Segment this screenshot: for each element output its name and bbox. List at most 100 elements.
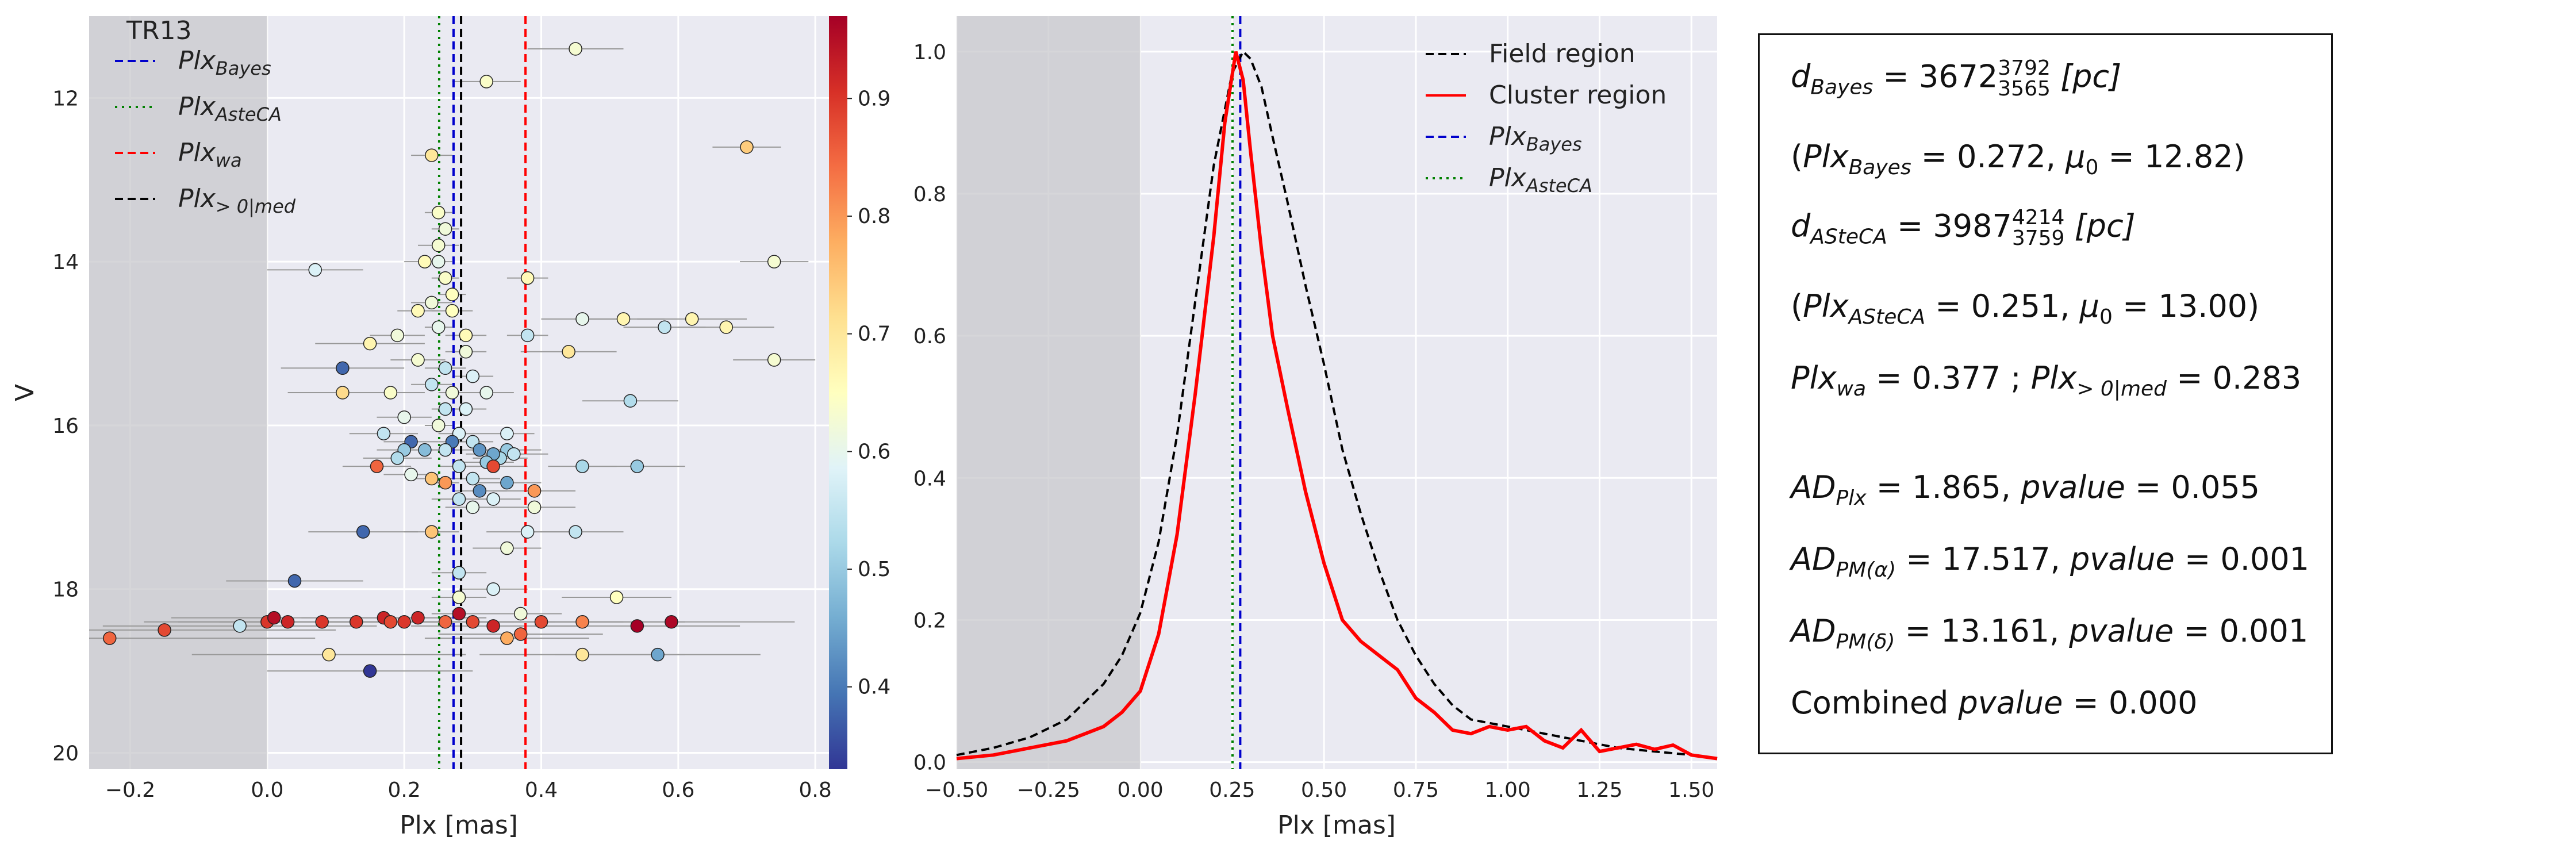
- cmd-y-tick-4: 20: [52, 742, 79, 766]
- cmd-point-45: [500, 427, 514, 440]
- cmd-legend-label-0: PlxBayes: [178, 46, 271, 79]
- cmd-point-30: [411, 353, 425, 367]
- density-y-tick-1: 0.2: [913, 609, 946, 632]
- cmd-point-31: [438, 361, 452, 375]
- cmd-point-69: [500, 475, 514, 490]
- cmd-point-17: [390, 328, 404, 343]
- cmd-point-1: [479, 75, 493, 89]
- cmd-point-41: [459, 402, 473, 416]
- cmd-point-70: [473, 484, 486, 498]
- cmd-point-42: [397, 410, 411, 424]
- density-x-tick-3: 0.25: [1209, 778, 1255, 802]
- cmd-point-102: [486, 619, 500, 633]
- colorbar: [829, 16, 847, 769]
- density-panel: −0.50 −0.25 0.00 0.25 0.50 0.75 1.00 1.25 1.50 0…: [913, 16, 1718, 840]
- statistics-box: dBayes = 3672 3792 3565 [pc] (PlxBayes = 0…: [1758, 33, 2333, 754]
- cmd-point-82: [287, 574, 302, 588]
- cmd-legend: PlxBayes PlxAsteCA Plxwa Plx> 0|med: [115, 46, 296, 217]
- cmd-point-73: [486, 492, 500, 506]
- cmd-point-22: [616, 312, 631, 326]
- cmd-point-81: [452, 566, 466, 580]
- cmd-legend-label-1: PlxAsteCA: [178, 92, 282, 125]
- cmd-panel: −0.2 0.0 0.2 0.4 0.6 0.8 12 14 16 18 20 TR13 PlxB…: [10, 16, 890, 840]
- cmd-point-21: [575, 312, 589, 326]
- cmd-y-tick-2: 16: [52, 415, 79, 438]
- density-legend: Field region Cluster region PlxBayes PlxAst…: [1426, 39, 1667, 197]
- cmd-point-78: [569, 525, 582, 539]
- density-parallax-lines: [1231, 16, 1242, 769]
- cmd-point-8: [308, 263, 322, 277]
- cmd-point-18: [459, 328, 473, 343]
- colorbar-tick-1: 0.5: [858, 558, 890, 581]
- stat-d-bayes: dBayes = 3672 3792 3565 [pc]: [1791, 56, 2122, 101]
- cmd-point-90: [233, 619, 247, 633]
- cmd-point-6: [432, 238, 446, 252]
- cmd-point-99: [411, 611, 425, 625]
- cmd-point-9: [767, 255, 781, 268]
- cmd-point-59: [390, 451, 404, 465]
- cmd-point-92: [267, 611, 281, 625]
- stat-ad-pm-alpha: ADPM(α) = 17.517, pvalue = 0.001: [1791, 541, 2309, 582]
- cmd-point-101: [466, 615, 480, 629]
- density-x-tick-0: −0.50: [925, 778, 988, 802]
- cmd-point-53: [473, 443, 486, 457]
- cmd-y-ticks: 12 14 16 18 20: [52, 87, 79, 765]
- cmd-point-15: [411, 304, 425, 318]
- cmd-point-40: [438, 402, 452, 416]
- cmd-negative-plx-shade: [89, 16, 267, 769]
- cmd-point-85: [609, 590, 624, 604]
- cmd-x-tick-2: 0.2: [388, 778, 421, 802]
- cmd-point-100: [438, 615, 452, 629]
- cmd-point-32: [459, 345, 473, 359]
- stat-combined-pvalue: Combined pvalue = 0.000: [1791, 685, 2198, 721]
- cmd-point-27: [562, 345, 575, 359]
- density-x-tick-8: 1.50: [1668, 778, 1714, 802]
- cmd-point-11: [438, 271, 452, 285]
- density-y-tick-2: 0.4: [913, 467, 946, 490]
- cmd-points: [103, 42, 781, 678]
- cmd-point-60: [370, 459, 384, 473]
- cmd-legend-label-3: Plx> 0|med: [178, 184, 296, 217]
- colorbar-tick-5: 0.9: [858, 87, 890, 110]
- cmd-title: TR13: [126, 16, 191, 45]
- cmd-point-110: [575, 647, 589, 662]
- cmd-point-88: [103, 631, 117, 645]
- cmd-point-109: [500, 631, 514, 645]
- cmd-point-108: [322, 647, 336, 662]
- cmd-y-tick-0: 12: [52, 87, 79, 110]
- cmd-point-13: [425, 295, 439, 310]
- cmd-x-tick-1: 0.0: [251, 778, 283, 802]
- cmd-point-107: [665, 615, 678, 629]
- colorbar-tick-0: 0.4: [858, 676, 890, 699]
- cmd-point-2: [425, 148, 439, 162]
- cmd-point-95: [350, 615, 363, 629]
- density-y-tick-3: 0.6: [913, 325, 946, 348]
- cmd-point-105: [575, 615, 589, 629]
- cmd-point-12: [445, 287, 459, 301]
- density-negative-plx-shade: [957, 16, 1141, 769]
- cmd-point-72: [452, 492, 466, 506]
- cmd-x-tick-4: 0.6: [662, 778, 694, 802]
- cmd-point-0: [569, 42, 582, 56]
- cmd-point-14: [445, 304, 459, 318]
- density-x-tick-2: 0.00: [1117, 778, 1163, 802]
- stat-ad-pm-delta: ADPM(δ) = 13.161, pvalue = 0.001: [1791, 613, 2309, 654]
- cmd-point-68: [466, 471, 480, 486]
- cmd-point-66: [425, 471, 439, 486]
- density-legend-label-3: PlxAsteCA: [1489, 163, 1592, 197]
- cmd-point-89: [158, 623, 171, 637]
- cmd-point-19: [520, 271, 535, 285]
- cmd-point-35: [336, 386, 350, 400]
- cmd-point-23: [658, 320, 671, 334]
- cmd-point-62: [486, 459, 500, 473]
- density-x-ticks: −0.50 −0.25 0.00 0.25 0.50 0.75 1.00 1.25 1.50: [925, 778, 1715, 802]
- colorbar-tick-3: 0.7: [858, 323, 890, 346]
- cmd-point-38: [479, 386, 493, 400]
- cmd-point-25: [719, 320, 733, 334]
- cmd-point-87: [514, 607, 528, 621]
- cmd-point-28: [363, 336, 377, 351]
- cmd-point-26: [767, 353, 781, 367]
- density-x-tick-1: −0.25: [1017, 778, 1080, 802]
- cmd-point-34: [425, 378, 439, 392]
- density-legend-label-2: PlxBayes: [1489, 122, 1582, 155]
